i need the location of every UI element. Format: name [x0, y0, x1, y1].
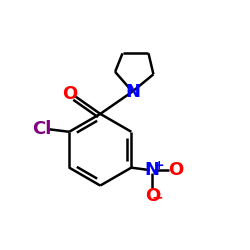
- Text: O: O: [62, 85, 77, 103]
- Text: +: +: [153, 159, 164, 172]
- Text: O: O: [168, 161, 183, 179]
- Text: N: N: [145, 161, 160, 179]
- Text: O: O: [145, 186, 160, 204]
- Text: N: N: [125, 82, 140, 100]
- Text: Cl: Cl: [32, 120, 52, 138]
- Text: −: −: [152, 190, 164, 204]
